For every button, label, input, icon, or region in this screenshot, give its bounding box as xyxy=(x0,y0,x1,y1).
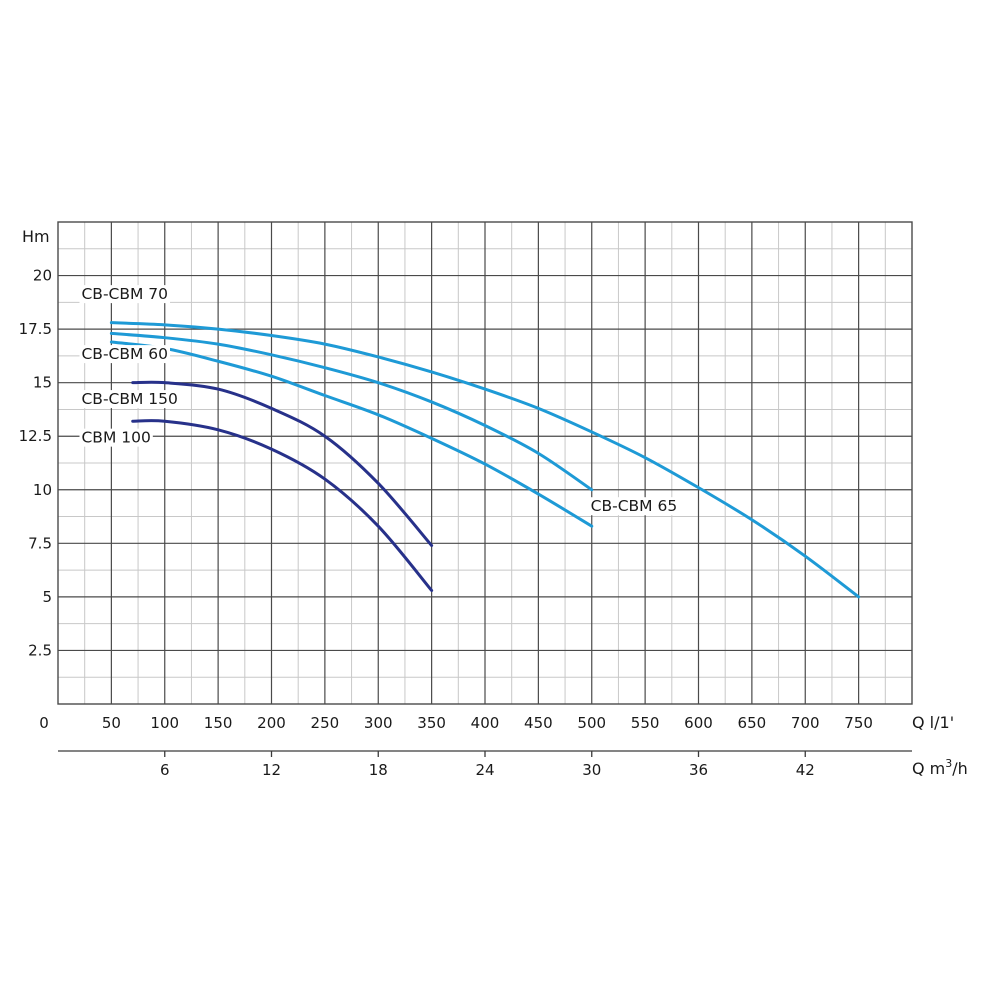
x2-tick-label: 12 xyxy=(262,761,281,779)
x2-tick-label: 18 xyxy=(369,761,388,779)
curve-label-bg xyxy=(588,497,680,516)
x-tick-label: 750 xyxy=(844,714,873,732)
x-tick-label: 300 xyxy=(364,714,393,732)
curve-label: CBM 100 xyxy=(81,429,150,447)
x2-tick-label: 42 xyxy=(796,761,815,779)
curve-label-bg xyxy=(79,285,171,304)
x2-tick-label: 36 xyxy=(689,761,708,779)
x-tick-label: 350 xyxy=(417,714,446,732)
curve-label-bg xyxy=(79,345,171,364)
curve-label-bg xyxy=(79,390,180,409)
x-tick-label: 250 xyxy=(311,714,340,732)
x-tick-label: 0 xyxy=(39,714,49,732)
x-tick-label: 500 xyxy=(577,714,606,732)
x-tick-label: 650 xyxy=(738,714,767,732)
x-tick-label: 600 xyxy=(684,714,713,732)
curve-label: CB-CBM 65 xyxy=(591,497,678,515)
y-tick-label: 15 xyxy=(33,374,52,392)
y-axis-ticks: 2.5 5 7.5 10 12.5 15 17.5 20 xyxy=(19,267,52,660)
y-axis-title: Hm xyxy=(22,227,50,246)
x-tick-label: 700 xyxy=(791,714,820,732)
x-tick-label: 550 xyxy=(631,714,660,732)
y-tick-label: 20 xyxy=(33,267,52,285)
x2-title-sup: 3 xyxy=(945,757,952,770)
x2-tick-label: 30 xyxy=(582,761,601,779)
y-tick-label: 2.5 xyxy=(28,641,52,659)
x2-tick-label: 6 xyxy=(160,761,170,779)
y-tick-label: 12.5 xyxy=(19,427,52,445)
x-tick-label: 100 xyxy=(150,714,179,732)
y-tick-label: 17.5 xyxy=(19,320,52,338)
x-tick-label: 50 xyxy=(102,714,121,732)
curve-label: CB-CBM 60 xyxy=(81,345,168,363)
x-axis-title-lpm: Q l/1' xyxy=(912,713,954,732)
series-line-4 xyxy=(131,380,434,547)
x2-tick-label: 24 xyxy=(475,761,494,779)
series-line-2 xyxy=(109,331,594,492)
x-axis-title-m3h: Q m3/h xyxy=(912,757,968,778)
y-tick-label: 10 xyxy=(33,481,52,499)
x-axis-m3h: 6 12 18 24 30 36 42 xyxy=(58,750,912,779)
x-tick-label: 400 xyxy=(471,714,500,732)
x-axis-ticks-lpm: 0 50 100 150 200 250 300 350 400 450 500 550 600 650 7… xyxy=(39,714,873,732)
plot-area-border xyxy=(57,221,913,705)
x-tick-label: 200 xyxy=(257,714,286,732)
x2-title-suffix: /h xyxy=(952,759,968,778)
series-line-3 xyxy=(109,340,594,528)
series-layer xyxy=(109,321,861,599)
x-tick-label: 450 xyxy=(524,714,553,732)
x-tick-label: 150 xyxy=(204,714,233,732)
x2-title-prefix: Q m xyxy=(912,759,945,778)
curve-label-bg xyxy=(79,428,153,447)
y-tick-label: 5 xyxy=(42,588,52,606)
series-line-1 xyxy=(109,321,861,599)
curve-label: CB-CBM 150 xyxy=(81,390,177,408)
curve-label: CB-CBM 70 xyxy=(81,285,168,303)
series-line-5 xyxy=(131,419,434,592)
curve-labels: CB-CBM 70 CB-CBM 60 CB-CBM 150 CBM 100 CB-CB… xyxy=(79,285,680,516)
y-tick-label: 7.5 xyxy=(28,534,52,552)
